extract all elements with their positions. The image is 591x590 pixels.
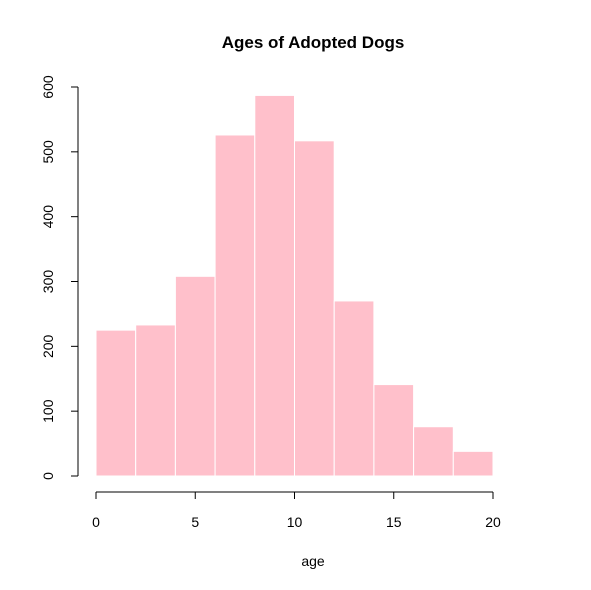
y-tick-label: 400 — [40, 205, 56, 229]
y-tick-label: 200 — [40, 334, 56, 358]
x-axis: 0 5 10 15 20 — [92, 491, 501, 530]
y-tick-label: 500 — [40, 140, 56, 164]
x-tick-label: 15 — [386, 514, 402, 530]
histogram-bar-1 — [135, 324, 176, 477]
histogram-bar-9 — [452, 450, 494, 477]
y-tick-label: 100 — [40, 399, 56, 423]
x-tick-label: 10 — [287, 514, 303, 530]
histogram-bar-8 — [413, 426, 454, 477]
histogram-bar-3 — [214, 134, 256, 477]
x-tick-label: 20 — [485, 514, 501, 530]
histogram-bar-7 — [373, 384, 415, 477]
x-tick-label: 5 — [191, 514, 199, 530]
y-axis: 0 100 200 300 400 500 600 — [40, 75, 79, 480]
y-tick-label: 600 — [40, 75, 56, 99]
chart-title: Ages of Adopted Dogs — [222, 33, 405, 52]
x-axis-label: age — [301, 553, 325, 569]
histogram-bar-6 — [333, 300, 375, 477]
histogram-bar-2 — [174, 275, 216, 477]
bars-group — [95, 94, 494, 477]
histogram-bar-0 — [95, 329, 137, 477]
x-tick-label: 0 — [92, 514, 100, 530]
y-tick-label: 300 — [40, 270, 56, 294]
histogram-bar-5 — [294, 140, 335, 477]
histogram-bar-4 — [254, 94, 296, 477]
y-tick-label: 0 — [40, 472, 56, 480]
